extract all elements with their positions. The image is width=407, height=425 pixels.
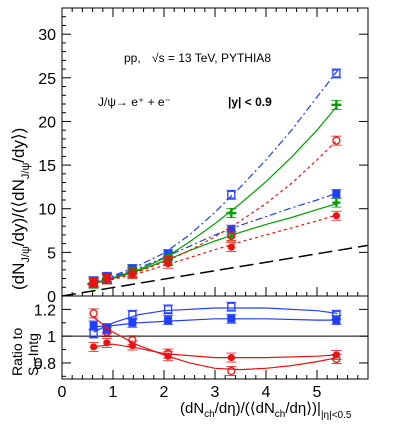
ratio-label-intg: -Intg [25,333,41,361]
ratio-point-s3-p0-filled-circle [90,343,98,351]
top-point-s5-p0-filled-circle [90,279,98,287]
xlabel-b: /dη)/(⟨dN [215,400,275,417]
x-tick-label: 5 [313,384,322,401]
top-point-s5-p4-filled-circle [227,243,235,251]
ratio-point-s3-p3-filled-circle [164,352,172,360]
top-point-s5-p3-filled-circle [164,260,172,268]
ratio-point-s3-p1-filled-circle [103,339,111,347]
top-point-s5-p2-filled-circle [128,270,136,278]
ratio-point-s1-p0-filled-square [89,321,98,330]
ratio-y-tick-label: 1.2 [34,302,56,319]
annotation-decay: J/ψ→ e⁺ + e⁻ [98,95,171,109]
annotation-energy: √s = 13 TeV, PYTHIA8 [152,51,271,65]
ylabel-sub-a: J/ψ [20,246,32,263]
top-point-s1-p5-filled-square [332,189,341,198]
top-fit-line-2 [87,105,338,286]
top-data-marks [61,68,369,297]
top-fit-line-1 [87,192,338,285]
y-tick-label: 30 [38,27,56,44]
x-tick-label: 3 [211,384,220,401]
annotation-rapidity: |y| < 0.9 [228,95,272,109]
ratio-y-tick-label: 0.8 [34,356,56,373]
xlabel-c: /dη⟩)| [285,400,321,417]
xlabel-sub3: |η|<0.5 [321,410,352,421]
ratio-point-s2-p0-open-circle [89,309,98,318]
top-point-s5-p1-filled-circle [103,275,111,284]
bottom-y-axis-label: Ratio to [9,328,25,376]
top-point-s0-p5-open-square [332,69,341,78]
ratio-fit-line-3 [93,343,338,359]
ratio-fit-line-1 [93,318,338,328]
ratio-point-s3-p4-filled-circle [227,353,235,362]
ratio-point-s1-p4-filled-square [227,314,236,323]
bottom-data-marks [62,301,368,376]
x-tick-label: 0 [58,384,67,401]
x-axis-label: (dNch/dη)/(⟨dNch/dη⟩)||η|<0.5 [180,400,352,421]
ratio-point-s3-p2-filled-circle [128,341,136,350]
ratio-point-s1-p5-filled-square [332,316,341,325]
reference-dashed-line [61,244,369,297]
top-point-s5-p5-filled-circle [332,212,340,220]
top-point-s0-p4-open-square [227,190,236,199]
ylabel-part-b: /dy)/(⟨dN [9,179,28,246]
ratio-label-s: S [25,367,41,376]
bottom-y-axis-label-2: S0-Intg [25,333,45,376]
y-tick-label: 0 [47,289,56,306]
top-fit-line-3 [87,202,338,286]
bottom-axis-ticks: 0 1 2 3 4 5 0.8 1 1.2 [34,295,368,401]
ylabel-sub-b: J/ψ [20,163,32,180]
xlabel-sub2: ch [275,409,286,420]
y-tick-label: 10 [38,202,56,219]
ratio-point-s1-p3-filled-square [164,316,173,325]
top-y-axis-label: (dNJ/ψ/dy)/(⟨dNJ/ψ/dy⟩) [9,128,32,290]
ratio-point-s0-p3-open-square [163,305,173,314]
annotation-pp: pp, [124,51,141,65]
ratio-point-s2-p1-open-circle [102,327,112,337]
ratio-label-line1: Ratio to [9,328,25,376]
top-point-s4-p4-open-circle [227,231,236,240]
xlabel-sub1: ch [204,409,215,420]
ratio-point-s2-p4-open-circle [227,366,236,376]
xlabel-a: (dN [180,400,204,417]
top-fit-line-4 [87,139,338,286]
y-tick-label: 20 [38,114,56,131]
ratio-point-s3-p5-filled-circle [332,351,340,359]
ratio-label-sub: 0 [34,361,45,367]
ylabel-part-c: /dy⟩) [9,128,28,163]
y-tick-label: 25 [38,71,56,88]
x-tick-label: 4 [262,384,271,401]
y-tick-label: 5 [47,245,56,262]
ylabel-part-a: (dN [9,263,28,290]
y-tick-label: 15 [38,158,56,175]
top-point-s4-p5-open-circle [332,136,341,145]
ratio-point-s0-p4-open-square [227,302,236,311]
ratio-point-s1-p2-filled-square [128,318,137,327]
x-tick-label: 2 [160,384,169,401]
ratio-y-tick-label: 1 [47,329,56,346]
top-axis-ticks: 0 5 10 15 20 25 30 [38,8,368,306]
x-tick-label: 1 [109,384,118,401]
ratio-fit-line-0 [93,307,338,333]
